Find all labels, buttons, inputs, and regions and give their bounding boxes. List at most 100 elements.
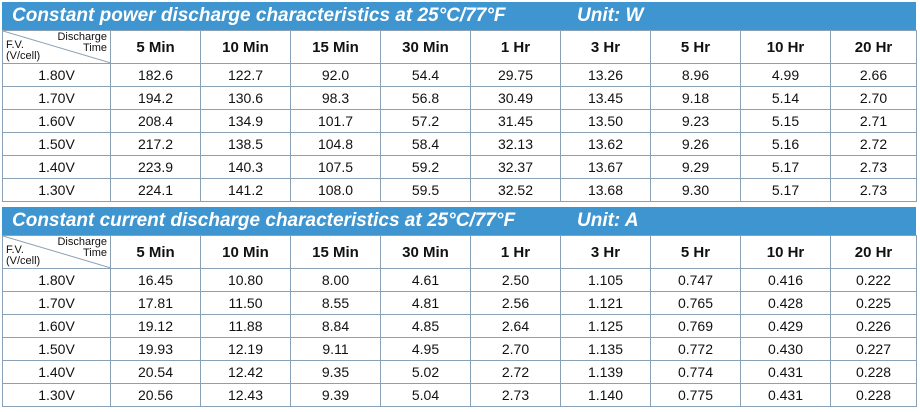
value-cell: 4.81 — [380, 291, 471, 315]
value-cell: 13.26 — [560, 63, 651, 87]
table-row: 1.40V 223.9 140.3 107.5 59.2 32.37 13.67 9.29 5.… — [2, 155, 917, 179]
value-cell: 9.30 — [650, 178, 741, 202]
value-cell: 0.225 — [830, 291, 917, 315]
value-cell: 4.99 — [740, 63, 831, 87]
value-cell: 2.70 — [830, 86, 917, 110]
fv-label: F.V. (V/cell) — [6, 40, 40, 62]
value-cell: 5.14 — [740, 86, 831, 110]
value-cell: 140.3 — [200, 155, 291, 179]
table-row: 1.40V 20.54 12.42 9.35 5.02 2.72 1.139 0.774 0.4… — [2, 360, 917, 384]
value-cell: 107.5 — [290, 155, 381, 179]
table-row: 1.50V 19.93 12.19 9.11 4.95 2.70 1.135 0.772 0.4… — [2, 337, 917, 361]
value-cell: 0.431 — [740, 360, 831, 384]
power-discharge-table: Discharge Time F.V. (V/cell) 5 Min 10 Min 15… — [2, 30, 917, 202]
value-cell: 9.26 — [650, 132, 741, 156]
value-cell: 1.121 — [560, 291, 651, 315]
column-header: 15 Min — [290, 30, 381, 64]
voltage-cell: 1.60V — [2, 109, 111, 133]
column-header: 1 Hr — [470, 235, 561, 269]
voltage-cell: 1.40V — [2, 360, 111, 384]
column-header: 10 Min — [200, 30, 291, 64]
value-cell: 223.9 — [110, 155, 201, 179]
column-header: 15 Min — [290, 235, 381, 269]
value-cell: 2.72 — [470, 360, 561, 384]
value-cell: 58.4 — [380, 132, 471, 156]
value-cell: 9.11 — [290, 337, 381, 361]
header-corner-cell: Discharge Time F.V. (V/cell) — [2, 235, 111, 269]
value-cell: 12.43 — [200, 383, 291, 407]
value-cell: 5.17 — [740, 155, 831, 179]
column-header: 5 Min — [110, 30, 201, 64]
value-cell: 130.6 — [200, 86, 291, 110]
value-cell: 5.15 — [740, 109, 831, 133]
value-cell: 2.73 — [470, 383, 561, 407]
value-cell: 56.8 — [380, 86, 471, 110]
value-cell: 141.2 — [200, 178, 291, 202]
value-cell: 108.0 — [290, 178, 381, 202]
value-cell: 2.71 — [830, 109, 917, 133]
section-title-bar: Constant current discharge characteristi… — [2, 207, 916, 235]
value-cell: 57.2 — [380, 109, 471, 133]
value-cell: 54.4 — [380, 63, 471, 87]
table-row: 1.70V 17.81 11.50 8.55 4.81 2.56 1.121 0.765 0.4… — [2, 291, 917, 315]
value-cell: 59.2 — [380, 155, 471, 179]
value-cell: 1.125 — [560, 314, 651, 338]
voltage-cell: 1.60V — [2, 314, 111, 338]
fv-word: F.V. — [6, 39, 24, 51]
header-row: Discharge Time F.V. (V/cell) 5 Min 10 Min 15… — [2, 235, 917, 269]
discharge-time-label: Discharge Time — [57, 237, 107, 259]
value-cell: 0.226 — [830, 314, 917, 338]
value-cell: 9.35 — [290, 360, 381, 384]
column-header: 10 Hr — [740, 235, 831, 269]
section-title: Constant power discharge characteristics… — [12, 5, 506, 26]
column-header: 3 Hr — [560, 235, 651, 269]
value-cell: 11.50 — [200, 291, 291, 315]
value-cell: 0.775 — [650, 383, 741, 407]
table-row: 1.60V 19.12 11.88 8.84 4.85 2.64 1.125 0.769 0.4… — [2, 314, 917, 338]
value-cell: 0.428 — [740, 291, 831, 315]
value-cell: 32.13 — [470, 132, 561, 156]
discharge-word: Discharge — [57, 31, 107, 43]
section-title: Constant current discharge characteristi… — [12, 210, 516, 231]
value-cell: 224.1 — [110, 178, 201, 202]
unit-label: Unit: W — [577, 5, 644, 26]
column-header: 5 Hr — [650, 235, 741, 269]
value-cell: 32.37 — [470, 155, 561, 179]
value-cell: 2.73 — [830, 178, 917, 202]
column-header: 3 Hr — [560, 30, 651, 64]
value-cell: 31.45 — [470, 109, 561, 133]
table-row: 1.70V 194.2 130.6 98.3 56.8 30.49 13.45 9.18 5.1… — [2, 86, 917, 110]
table-row: 1.80V 182.6 122.7 92.0 54.4 29.75 13.26 8.96 4.9… — [2, 63, 917, 87]
fv-word: F.V. — [6, 244, 24, 256]
value-cell: 1.139 — [560, 360, 651, 384]
table-row: 1.80V 16.45 10.80 8.00 4.61 2.50 1.105 0.747 0.4… — [2, 268, 917, 292]
time-word: Time — [82, 247, 107, 259]
column-header: 1 Hr — [470, 30, 561, 64]
discharge-word: Discharge — [57, 236, 107, 248]
voltage-cell: 1.70V — [2, 291, 111, 315]
value-cell: 0.774 — [650, 360, 741, 384]
value-cell: 208.4 — [110, 109, 201, 133]
value-cell: 217.2 — [110, 132, 201, 156]
value-cell: 13.62 — [560, 132, 651, 156]
value-cell: 2.70 — [470, 337, 561, 361]
column-header: 5 Hr — [650, 30, 741, 64]
value-cell: 17.81 — [110, 291, 201, 315]
value-cell: 13.67 — [560, 155, 651, 179]
value-cell: 30.49 — [470, 86, 561, 110]
value-cell: 138.5 — [200, 132, 291, 156]
vcell-word: (V/cell) — [6, 50, 41, 62]
current-discharge-table: Discharge Time F.V. (V/cell) 5 Min 10 Min 15… — [2, 235, 917, 407]
value-cell: 134.9 — [200, 109, 291, 133]
table-row: 1.30V 224.1 141.2 108.0 59.5 32.52 13.68 9.30 5.… — [2, 178, 917, 202]
voltage-cell: 1.40V — [2, 155, 111, 179]
column-header: 5 Min — [110, 235, 201, 269]
value-cell: 98.3 — [290, 86, 381, 110]
value-cell: 8.96 — [650, 63, 741, 87]
value-cell: 2.72 — [830, 132, 917, 156]
voltage-cell: 1.80V — [2, 63, 111, 87]
value-cell: 9.18 — [650, 86, 741, 110]
value-cell: 16.45 — [110, 268, 201, 292]
value-cell: 8.84 — [290, 314, 381, 338]
